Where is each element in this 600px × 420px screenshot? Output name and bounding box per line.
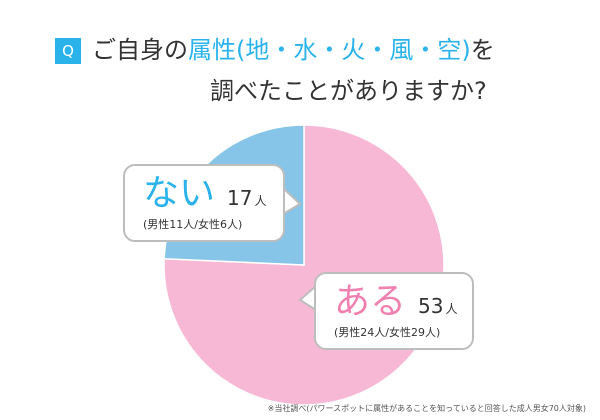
question-title-line2: 調べたことがありますか?: [210, 77, 487, 105]
answer-label-aru: ある: [334, 281, 407, 322]
question-badge: Q: [55, 38, 81, 64]
callout-nai: ない 17 人 (男性11人/女性6人): [123, 164, 285, 242]
question-title-line1: ご自身の属性(地・水・火・風・空)を: [92, 35, 495, 65]
question-highlight: 属性(地・水・火・風・空): [188, 36, 471, 64]
question-suffix: を: [470, 36, 495, 64]
breakdown-nai: (男性11人/女性6人): [143, 218, 243, 231]
callout-aru: ある 53 人 (男性24人/女性29人): [314, 272, 474, 350]
answer-label-nai: ない: [143, 173, 216, 214]
unit-aru: 人: [445, 302, 458, 316]
count-nai: 17: [227, 186, 253, 210]
count-aru: 53: [418, 294, 444, 318]
footnote: ※当社調べ(パワースポットに属性があることを知っていると回答した成人男女70人対…: [267, 404, 586, 413]
callout-nai-main: ない 17 人: [143, 174, 283, 214]
breakdown-aru: (男性24人/女性29人): [334, 326, 441, 339]
question-prefix: ご自身の: [92, 36, 188, 64]
callout-aru-main: ある 53 人: [334, 282, 472, 322]
unit-nai: 人: [254, 194, 267, 208]
